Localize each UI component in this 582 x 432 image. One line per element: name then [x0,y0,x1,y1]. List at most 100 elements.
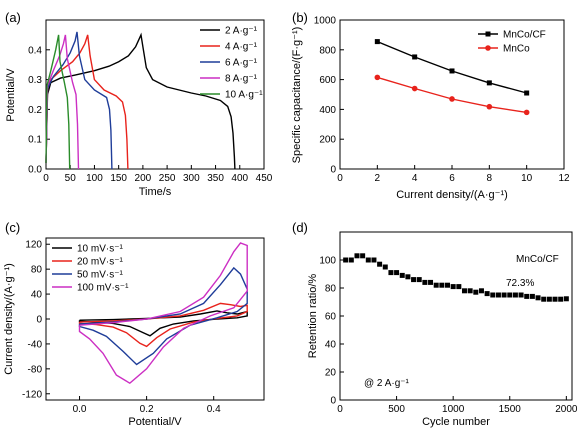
data-point [490,292,496,298]
y-tick-label: 0.2 [28,105,42,116]
y-tick-label: 40 [31,290,43,301]
data-point [518,292,524,298]
x-tick-labels-a: 0 50 100 150 200 250 300 350 400 450 [43,165,273,184]
series-line [45,31,113,170]
x-tick-label: 150 [110,173,127,184]
y-tick-label: -80 [28,364,43,375]
annotation-retention-d: 72.3% [506,278,534,289]
annotation-sample-d: MnCo/CF [516,254,559,265]
panel-label-d: (d) [292,220,308,235]
x-tick-label: 1500 [499,404,522,415]
x-tick-labels-c: 0.0 0.2 0.4 [73,396,221,415]
y-tick-labels-b: 0 200 400 600 800 1000 [314,16,344,176]
plot-frame-b [339,19,565,170]
series-line [78,302,248,348]
data-point [399,272,405,278]
data-point [382,264,388,270]
y-tick-label: 0.1 [28,135,42,146]
legend-label: 6 A·g⁻¹ [225,58,258,69]
data-point [552,296,558,302]
data-point [411,277,417,283]
data-point [428,279,434,285]
data-point [478,288,484,294]
y-tick-label: -120 [22,389,42,400]
data-points-d [343,253,569,302]
data-point [412,54,418,60]
x-tick-labels-d: 0 500 1000 1500 2000 [337,396,578,415]
data-point [411,85,418,92]
legend-label: 2 A·g⁻¹ [225,26,258,37]
x-tick-label: 50 [65,173,77,184]
series-lines-c [78,242,248,385]
x-tick-label: 2000 [555,404,578,415]
panel-d: (d) Cycle number Retention ratio/% MnCo/… [292,220,578,428]
plot-frame-a [45,19,265,170]
series-line [78,242,248,385]
series-line [45,32,236,170]
data-point [394,270,400,276]
legend-label: 4 A·g⁻¹ [225,42,258,53]
data-point [354,253,360,259]
data-point [450,284,456,290]
x-tick-label: 0 [43,173,49,184]
y-tick-label: 0 [330,165,336,176]
x-tick-label: 250 [159,173,176,184]
data-point [374,74,381,81]
y-tick-label: 60 [325,312,337,323]
data-point [405,274,411,280]
data-point [473,289,479,295]
data-point [507,292,513,298]
y-tick-label: 0.3 [28,75,42,86]
series-line [78,266,248,366]
legend-a: 2 A·g⁻¹ 4 A·g⁻¹ 6 A·g⁻¹ 8 A·g⁻¹ 10 A·g⁻¹ [200,26,263,101]
legend-label: 50 mV·s⁻¹ [77,270,124,281]
data-point [486,103,493,110]
panel-label-c: (c) [5,220,20,235]
y-tick-label: 800 [319,45,336,56]
y-tick-label: 0.4 [28,45,42,56]
x-tick-label: 0.4 [207,404,221,415]
data-point [343,257,349,263]
data-point [467,288,473,294]
y-tick-label: 100 [319,256,336,267]
legend-label: 8 A·g⁻¹ [225,74,258,85]
data-point [558,296,564,302]
data-point [388,270,394,276]
x-tick-label: 4 [412,173,418,184]
panel-c: (c) Potential/V Current density/(A·g⁻¹) … [3,220,265,428]
y-tick-label: 600 [319,75,336,86]
data-point [546,296,552,302]
y-tick-label: 20 [325,368,337,379]
data-point [524,90,530,96]
legend-marker [485,31,491,37]
panel-a: (a) Time/s Potential/V 0 50 100 150 200 250 30… [5,10,273,198]
y-tick-labels-c: 120 80 40 0 -40 -80 -120 [22,240,50,400]
data-point [445,282,451,288]
panel-label-b: (b) [292,10,308,25]
data-point [541,296,547,302]
y-tick-label: 400 [319,105,336,116]
y-tick-label: 80 [31,265,43,276]
x-tick-label: 200 [135,173,152,184]
series-lines-b [374,39,530,116]
x-tick-label: 400 [231,173,248,184]
legend-label: 10 mV·s⁻¹ [77,244,124,255]
x-tick-label: 0.2 [140,404,154,415]
series-line [45,34,80,170]
x-axis-title-b: Current density/(A·g⁻¹) [396,189,508,201]
panel-b: (b) Current density/(A·g⁻¹) Specific cap… [291,10,570,201]
y-tick-label: 0 [36,315,42,326]
y-tick-label: 1000 [314,16,337,27]
y-tick-labels-d: 0 20 40 60 80 100 [319,256,344,407]
data-point [433,282,439,288]
x-tick-label: 10 [521,173,533,184]
legend-label: 10 A·g⁻¹ [225,90,263,101]
x-tick-label: 2 [375,173,381,184]
data-point [456,284,462,290]
y-tick-label: 0 [330,396,336,407]
x-axis-title-c: Potential/V [128,416,182,428]
x-tick-label: 350 [207,173,224,184]
data-point [524,293,530,299]
x-tick-label: 450 [256,173,273,184]
